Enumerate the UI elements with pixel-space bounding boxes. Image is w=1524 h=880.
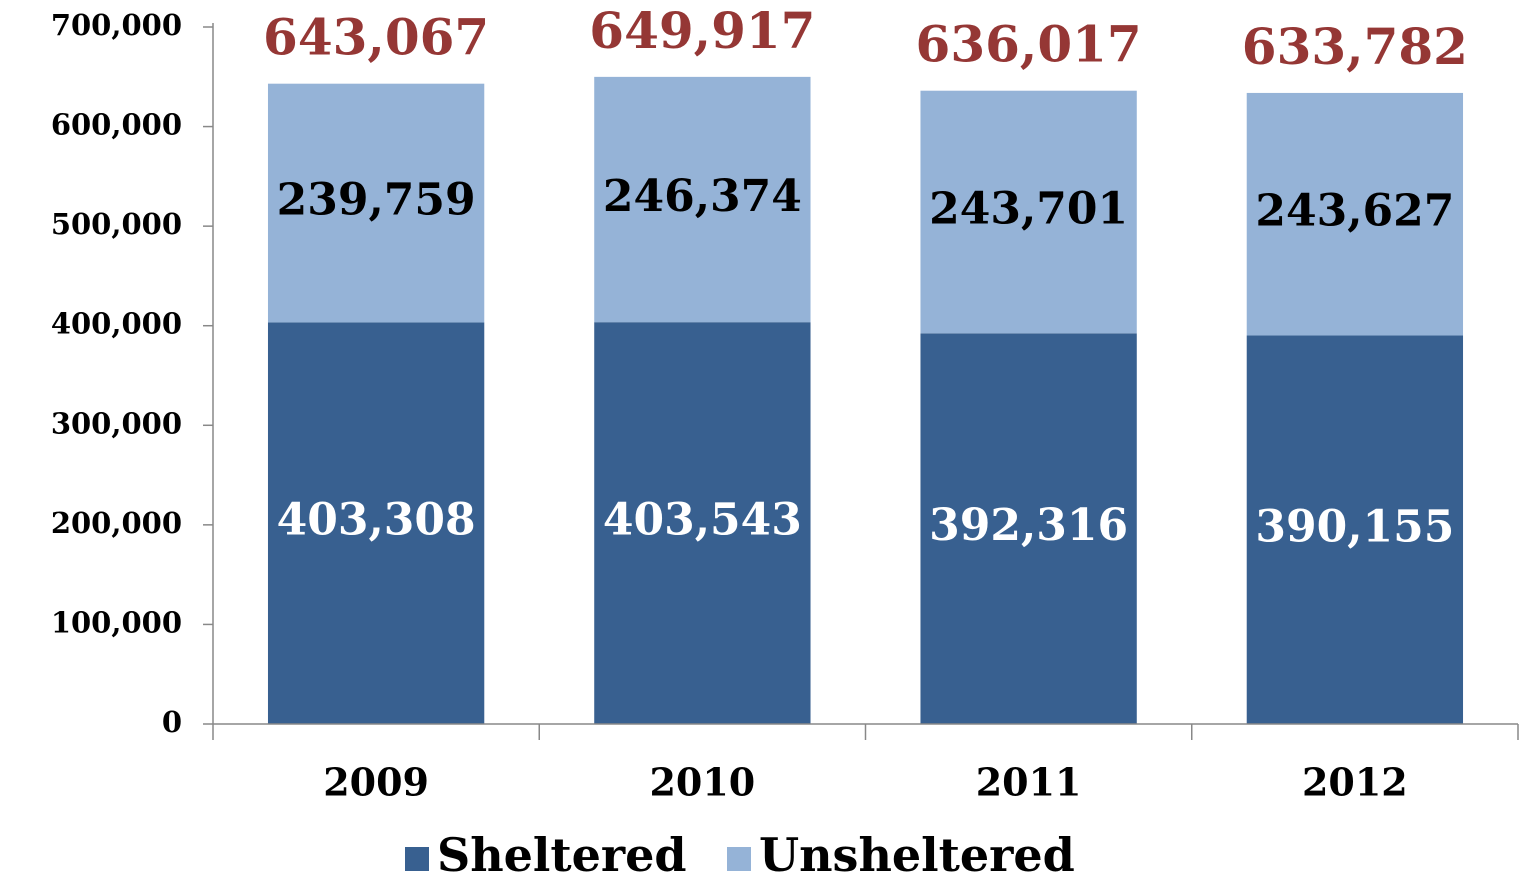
y-tick-label: 100,000 xyxy=(51,605,182,639)
total-label: 633,782 xyxy=(1242,17,1468,76)
x-tick-label: 2009 xyxy=(323,760,429,805)
legend-swatch xyxy=(727,847,751,871)
bar-segment xyxy=(594,76,811,323)
data-label: 243,701 xyxy=(929,184,1128,235)
bar-segment xyxy=(920,90,1137,334)
bar-segment xyxy=(1246,335,1464,724)
y-tick-label: 300,000 xyxy=(51,406,182,440)
data-label: 246,374 xyxy=(603,171,802,222)
legend-label: Unsheltered xyxy=(759,828,1075,880)
x-tick-label: 2011 xyxy=(976,760,1082,805)
data-label: 390,155 xyxy=(1255,501,1454,552)
data-label: 239,759 xyxy=(277,175,476,226)
bar-segment xyxy=(920,333,1137,724)
legend-label: Sheltered xyxy=(437,828,687,880)
data-label: 243,627 xyxy=(1255,186,1454,237)
y-tick-label: 200,000 xyxy=(51,506,182,540)
total-label: 636,017 xyxy=(916,15,1142,74)
data-label: 403,543 xyxy=(603,495,802,546)
data-label: 392,316 xyxy=(929,500,1128,551)
y-tick-label: 500,000 xyxy=(51,207,182,241)
y-tick-label: 400,000 xyxy=(51,307,182,341)
y-tick-label: 600,000 xyxy=(51,108,182,142)
bar-segment xyxy=(267,322,485,724)
x-tick-label: 2010 xyxy=(649,760,755,805)
x-tick-label: 2012 xyxy=(1302,760,1408,805)
bar-segment xyxy=(594,322,811,724)
bar-segment xyxy=(267,83,485,323)
total-label: 649,917 xyxy=(589,1,815,60)
y-tick-label: 0 xyxy=(162,705,182,739)
legend-swatch xyxy=(405,847,429,871)
y-tick-label: 700,000 xyxy=(51,8,182,42)
total-label: 643,067 xyxy=(263,8,489,67)
data-label: 403,308 xyxy=(277,495,476,546)
bar-segment xyxy=(1246,92,1464,336)
